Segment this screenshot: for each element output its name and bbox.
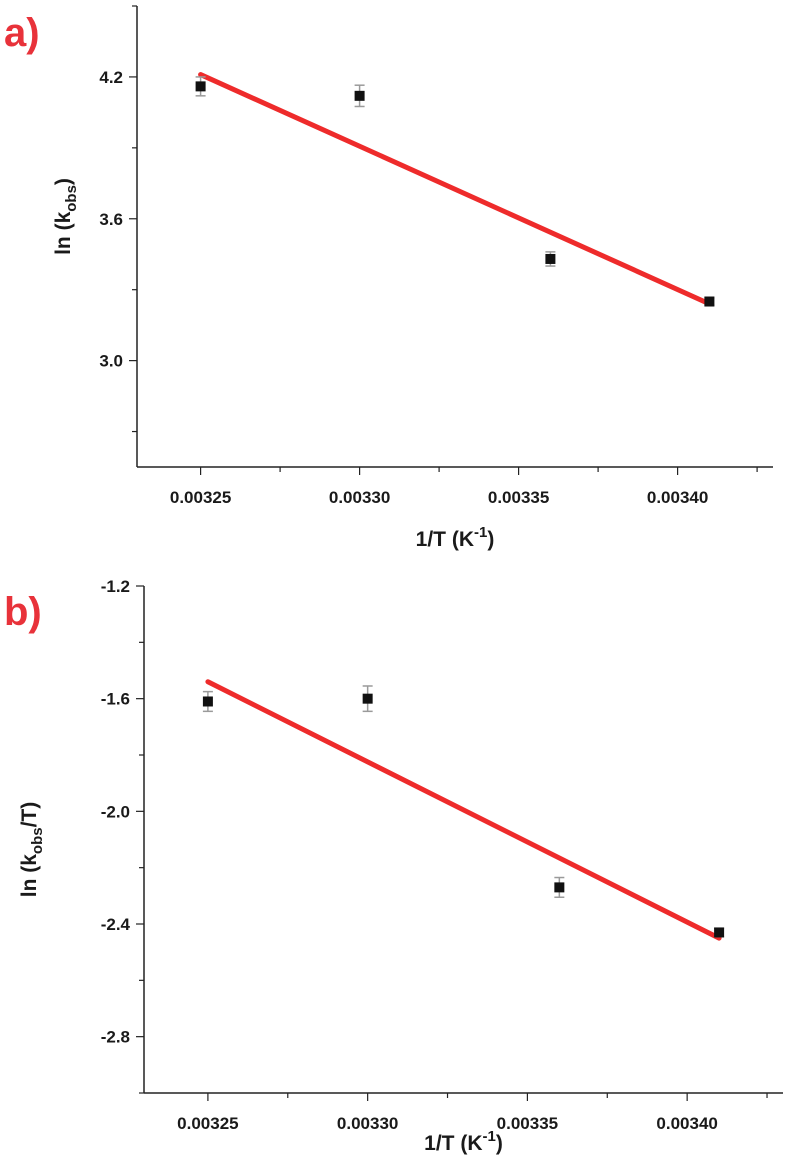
x-axis-title-sup: -1: [483, 1128, 496, 1145]
chart-panel-b: b) 0.00325 0.00330 0.00335 0.00340 -1.2 -1.6 -2…: [4, 577, 783, 1155]
y-axis-title-sub: obs: [63, 185, 80, 212]
fit-line: [198, 72, 712, 307]
data-point: [704, 296, 715, 307]
x-axis-title-end: ): [487, 528, 494, 551]
y-tick-label: 4.2: [99, 68, 123, 87]
y-axis-title: ln (kobs): [52, 178, 80, 255]
data-point: [195, 81, 206, 92]
y-axis-title-main: ln (k: [52, 211, 75, 254]
x-tick-label: 0.00335: [497, 1114, 558, 1133]
y-axis-title: ln (kobs/T): [18, 802, 46, 898]
y-axis-title-main: ln (k: [18, 854, 41, 897]
y-axis-title-end: /T): [18, 802, 41, 828]
y-axis-title-sub: obs: [29, 827, 46, 854]
y-tick-label: -1.6: [101, 690, 130, 709]
chart-panel-a: a) 0.00325 0.00330 0.00335 0.00340 3.0 3.6 4.2 1…: [4, 5, 773, 551]
data-point: [362, 693, 373, 704]
data-point: [554, 882, 565, 893]
x-axis-title-main: 1/T (K: [416, 528, 474, 551]
y-tick-label: 3.0: [99, 352, 123, 371]
x-axis-title: 1/T (K-1): [424, 1128, 503, 1155]
x-tick-label: 0.00325: [177, 1114, 238, 1133]
x-axis-title-sup: -1: [474, 524, 487, 541]
y-axis-title-end: ): [52, 178, 75, 185]
data-point: [714, 927, 725, 938]
x-tick-label: 0.00340: [656, 1114, 717, 1133]
y-tick-label: -2.8: [101, 1028, 130, 1047]
y-tick-label: 3.6: [99, 210, 123, 229]
x-tick-label: 0.00335: [488, 488, 549, 507]
x-tick-label: 0.00325: [170, 488, 231, 507]
x-axis-title: 1/T (K-1): [416, 524, 495, 551]
y-tick-label: -2.0: [101, 802, 130, 821]
x-tick-label: 0.00330: [329, 488, 390, 507]
x-axis-title-main: 1/T (K: [424, 1132, 482, 1155]
panel-label: b): [4, 590, 42, 634]
x-axis-title-end: ): [496, 1132, 503, 1155]
y-tick-label: -1.2: [101, 577, 130, 596]
data-point: [545, 253, 556, 264]
data-point: [354, 90, 365, 101]
x-tick-label: 0.00330: [337, 1114, 398, 1133]
fit-line: [205, 679, 722, 941]
x-tick-label: 0.00340: [647, 488, 708, 507]
y-tick-label: -2.4: [101, 915, 131, 934]
panel-label: a): [4, 11, 40, 55]
data-point: [202, 696, 213, 707]
